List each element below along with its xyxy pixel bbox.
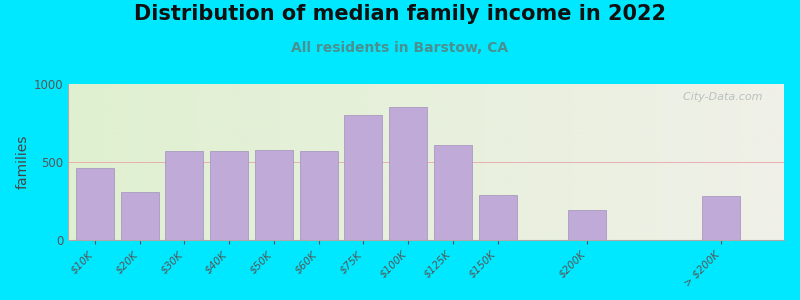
- Bar: [702, 196, 740, 240]
- Bar: [434, 145, 472, 240]
- Text: City-Data.com: City-Data.com: [676, 92, 762, 102]
- Bar: [344, 115, 382, 240]
- Bar: [121, 192, 158, 240]
- Bar: [76, 168, 114, 240]
- Bar: [255, 150, 293, 240]
- Bar: [210, 151, 248, 240]
- Text: Distribution of median family income in 2022: Distribution of median family income in …: [134, 4, 666, 25]
- Bar: [389, 107, 427, 240]
- Text: All residents in Barstow, CA: All residents in Barstow, CA: [291, 40, 509, 55]
- Bar: [166, 151, 203, 240]
- Bar: [299, 151, 338, 240]
- Bar: [478, 195, 517, 240]
- Bar: [568, 210, 606, 240]
- Y-axis label: families: families: [15, 135, 30, 189]
